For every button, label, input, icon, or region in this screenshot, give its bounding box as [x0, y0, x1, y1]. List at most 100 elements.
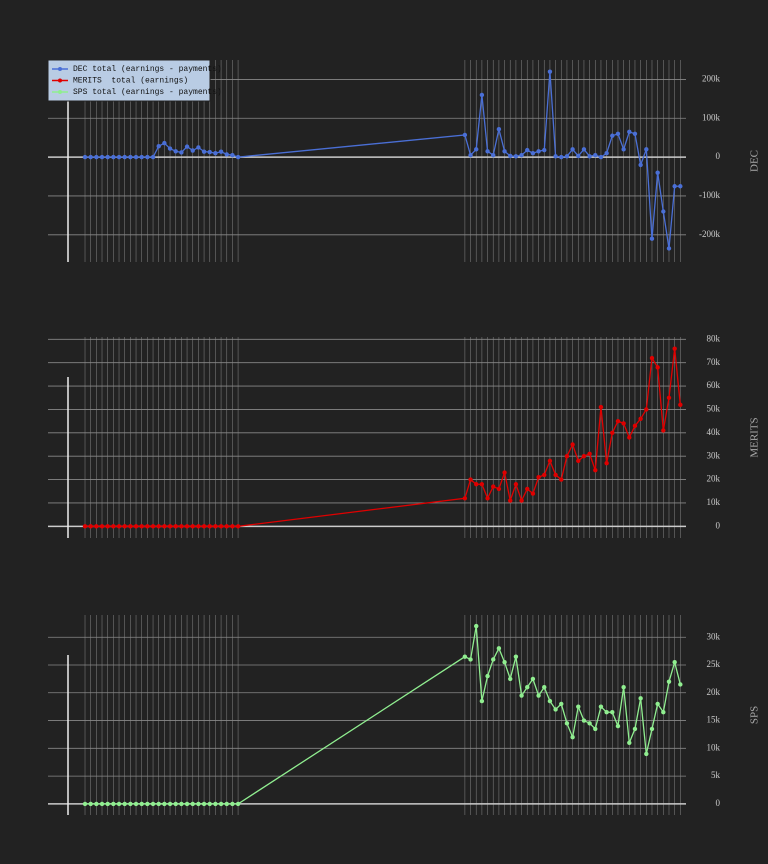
point [116, 154, 122, 160]
point [190, 524, 195, 529]
point [474, 623, 479, 629]
point [167, 524, 173, 529]
point [519, 152, 524, 158]
point [536, 693, 541, 698]
point [162, 140, 167, 146]
point [156, 524, 161, 529]
point [196, 801, 201, 807]
point [105, 524, 110, 529]
y-tick-label: 0 [716, 798, 721, 808]
point [213, 801, 218, 807]
point [530, 491, 536, 496]
point [201, 149, 207, 154]
point [570, 147, 575, 152]
point [491, 657, 496, 662]
point [167, 146, 173, 151]
y-tick-label: 30k [707, 631, 721, 641]
point [513, 654, 519, 659]
point [502, 660, 507, 665]
point [542, 685, 547, 690]
point [553, 154, 558, 159]
point [604, 461, 609, 466]
point [105, 154, 110, 160]
y-axis-title: MERITS [749, 417, 761, 457]
y-tick-label: 0 [716, 151, 721, 161]
point [678, 184, 683, 189]
y-axis-title: DEC [749, 150, 761, 172]
point [190, 148, 195, 153]
point [162, 524, 167, 529]
point [179, 801, 184, 807]
point [559, 154, 564, 160]
point [173, 149, 178, 154]
point [570, 735, 575, 740]
point [479, 92, 485, 98]
point [598, 704, 604, 709]
point [519, 693, 524, 698]
point [184, 144, 190, 149]
y-tick-label: 50k [707, 404, 721, 414]
point [218, 524, 224, 529]
point [224, 801, 229, 807]
point [564, 721, 570, 726]
point [649, 355, 655, 361]
point [485, 149, 490, 154]
legend-label: DEC total (earnings - payments) [73, 65, 222, 74]
point [638, 696, 643, 701]
point [525, 685, 530, 690]
point [82, 524, 88, 529]
point [111, 524, 116, 529]
point [184, 524, 190, 529]
point [230, 152, 235, 158]
y-tick-label: 0 [716, 520, 721, 530]
point [587, 154, 592, 159]
legend-marker [58, 90, 62, 94]
point [508, 498, 513, 503]
point [615, 723, 621, 729]
point [593, 468, 598, 473]
point [485, 496, 490, 501]
point [666, 395, 672, 400]
y-tick-label: 70k [707, 357, 721, 367]
point [615, 131, 621, 137]
point [468, 477, 473, 482]
y-tick-label: 30k [707, 450, 721, 460]
point [525, 486, 530, 492]
point [207, 149, 212, 155]
point [139, 154, 144, 160]
y-tick-label: 20k [707, 687, 721, 697]
legend-marker [58, 78, 62, 83]
point [655, 170, 660, 175]
point [99, 524, 105, 529]
point [627, 740, 632, 745]
point [235, 801, 241, 807]
point [133, 154, 139, 160]
point [88, 801, 93, 807]
point [587, 451, 592, 457]
point [604, 710, 609, 715]
point [122, 801, 127, 807]
point [576, 153, 581, 159]
point [502, 149, 507, 154]
point [525, 147, 530, 153]
series-line [85, 348, 681, 527]
point [655, 365, 660, 370]
point [593, 726, 598, 732]
point [621, 685, 626, 690]
legend-box [47, 59, 211, 102]
point [201, 801, 207, 807]
point [576, 458, 581, 464]
point [179, 150, 184, 155]
point [496, 646, 502, 651]
point [666, 246, 672, 251]
point [462, 132, 468, 138]
point [88, 154, 93, 160]
point [542, 147, 547, 153]
y-tick-label: 5k [711, 770, 721, 780]
point [536, 149, 541, 154]
point [196, 145, 201, 150]
point [564, 453, 570, 459]
y-tick-label: 10k [707, 742, 721, 752]
